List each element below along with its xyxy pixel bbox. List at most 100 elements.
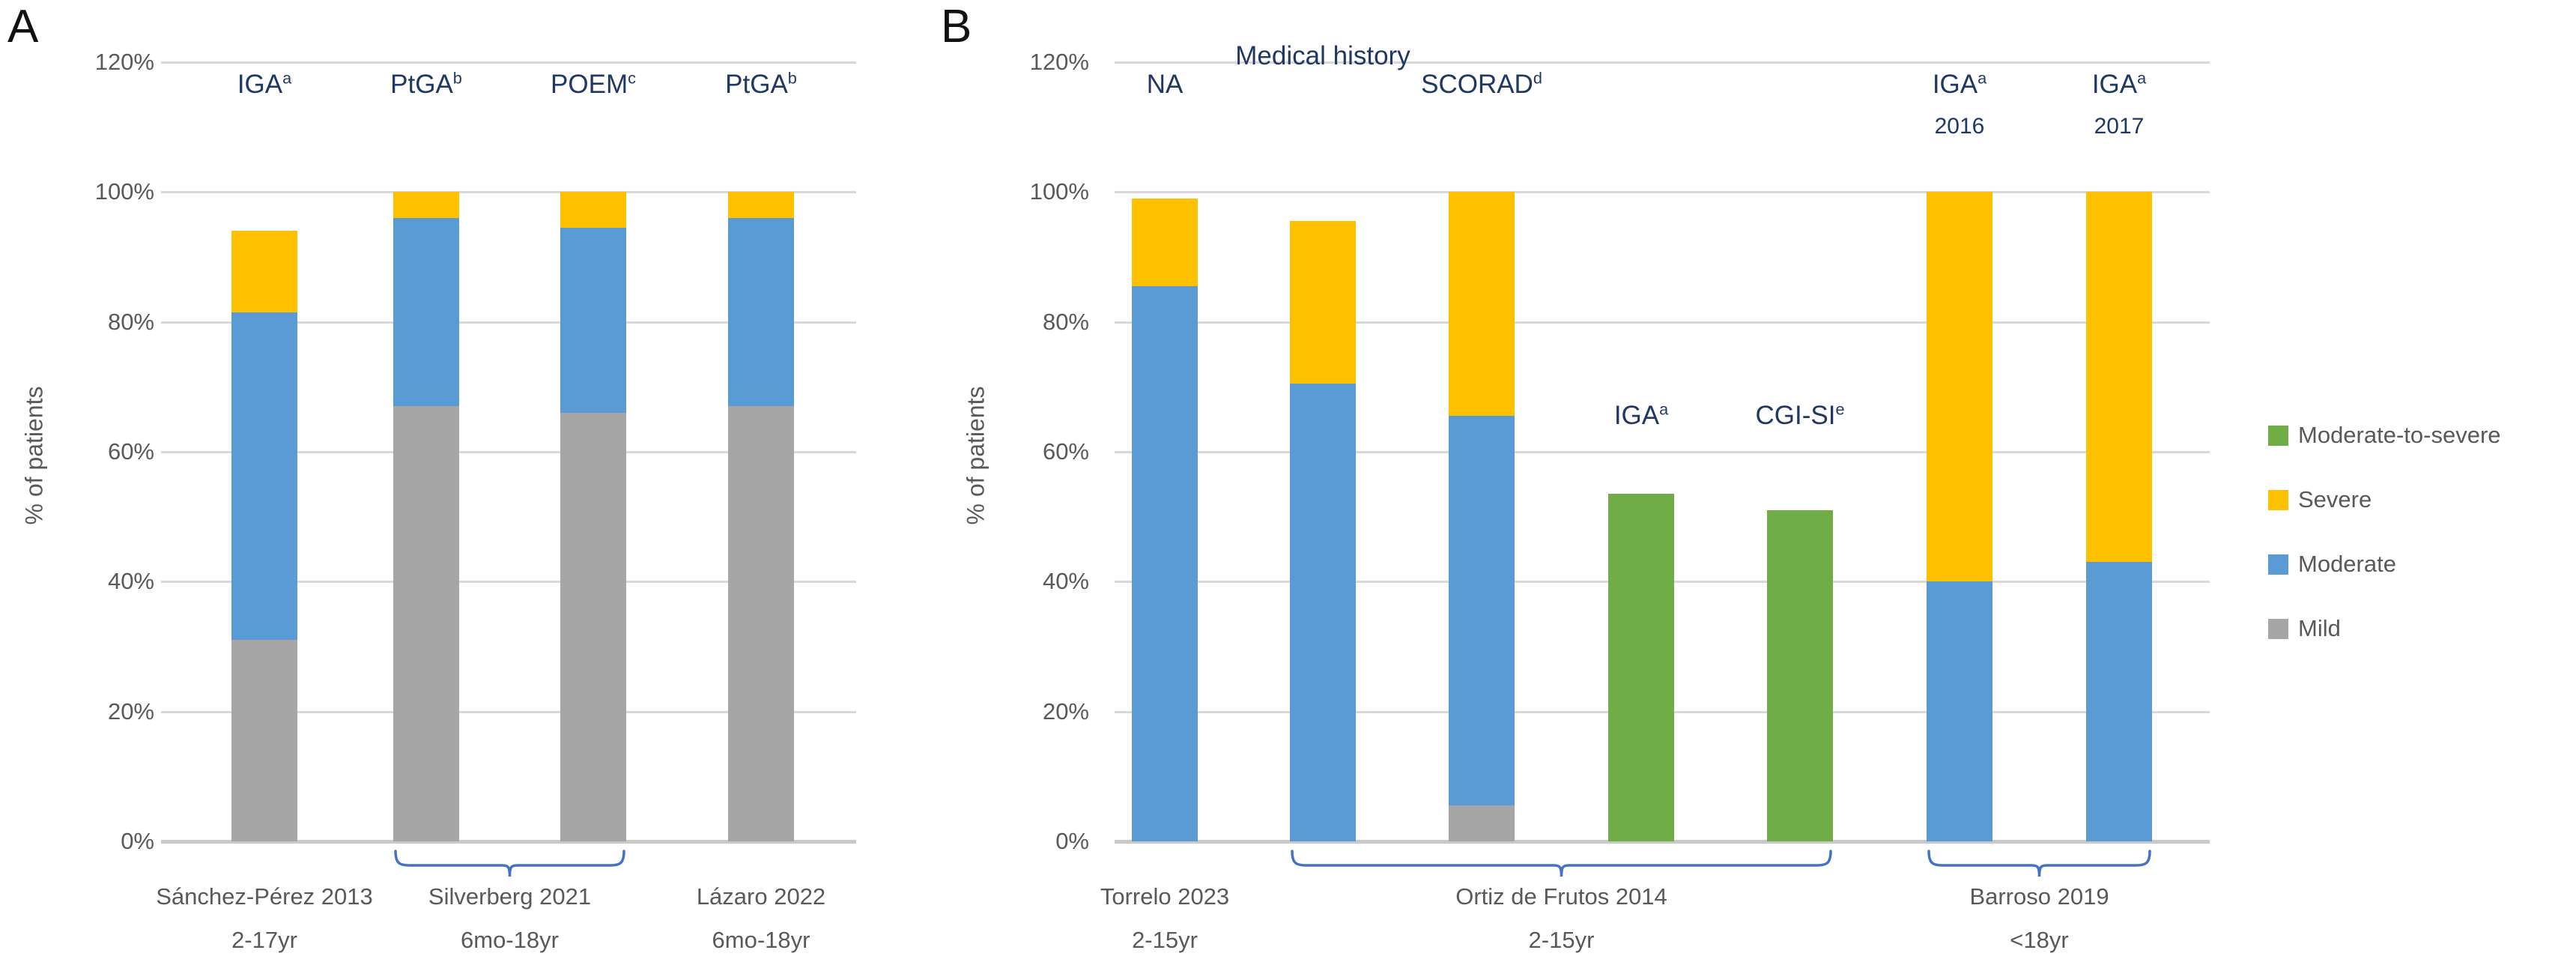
group-brace <box>1290 847 1833 885</box>
legend-label: Moderate <box>2298 551 2396 577</box>
bar-segment-severe <box>560 192 626 228</box>
gridline <box>161 581 856 584</box>
y-tick-label: 20% <box>107 698 154 724</box>
bar-segment-moderate <box>728 218 794 407</box>
x-axis-group-label: Sánchez-Pérez 2013 2-17yr <box>156 875 373 962</box>
study-name: Torrelo 2023 <box>1100 883 1230 910</box>
panel-b-letter: B <box>941 1 972 52</box>
measure-label: IGAa <box>237 68 292 99</box>
y-tick-label: 0% <box>1055 828 1089 854</box>
age-range: 2-15yr <box>1132 927 1198 953</box>
age-range: 2-15yr <box>1528 927 1595 953</box>
y-tick-label: 100% <box>1029 178 1089 205</box>
gridline <box>1115 321 2210 324</box>
study-name: Sánchez-Pérez 2013 <box>156 883 373 910</box>
measure-label-year: 2016 <box>1934 113 1985 139</box>
bar-segment-severe <box>393 192 459 218</box>
legend-swatch-severe <box>2268 489 2288 510</box>
bar-segment-moderate-to-severe <box>1767 510 1833 841</box>
study-name: Ortiz de Frutos 2014 <box>1455 883 1667 910</box>
group-brace <box>393 847 626 885</box>
measure-label: PtGAb <box>725 68 797 99</box>
y-tick-label: 120% <box>1029 49 1089 75</box>
y-tick-label: 60% <box>107 438 154 465</box>
y-tick-label: 20% <box>1042 698 1089 724</box>
gridline <box>1115 451 2210 453</box>
legend-item: Severe <box>2268 486 2372 513</box>
gridline <box>161 191 856 194</box>
x-axis-group-label: Ortiz de Frutos 2014 2-15yr <box>1455 875 1667 962</box>
bar-segment-mild <box>1449 805 1515 841</box>
panel-a-letter: A <box>7 1 39 52</box>
y-tick-label: 120% <box>94 49 154 75</box>
x-axis-group-label: Torrelo 2023 2-15yr <box>1100 875 1229 962</box>
legend-swatch-mild <box>2268 618 2288 639</box>
legend-swatch-moderate <box>2268 554 2288 575</box>
gridline <box>161 710 856 713</box>
legend-item: Moderate <box>2268 551 2396 578</box>
group-brace <box>1927 847 2152 885</box>
legend-item: Moderate-to-severe <box>2268 422 2501 449</box>
bar-segment-moderate <box>1927 581 1992 841</box>
bar-segment-mild <box>560 413 626 841</box>
bar-segment-mild <box>728 406 794 841</box>
bar-segment-severe <box>231 231 297 312</box>
x-axis-group-label: Silverberg 2021 6mo-18yr <box>428 875 591 962</box>
measure-label-year: 2017 <box>2094 113 2145 139</box>
x-axis-group-label: Lázaro 2022 6mo-18yr <box>697 875 825 962</box>
bar-segment-moderate <box>2086 562 2152 841</box>
bar-segment-severe <box>2086 192 2152 563</box>
bar-segment-moderate <box>1449 416 1515 806</box>
bar-segment-moderate <box>231 312 297 641</box>
study-name: Silverberg 2021 <box>428 883 592 910</box>
study-name: Barroso 2019 <box>1969 883 2109 910</box>
bar-segment-moderate <box>1290 384 1356 841</box>
gridline <box>161 451 856 453</box>
y-tick-label: 100% <box>94 178 154 205</box>
bar-segment-moderate <box>393 218 459 407</box>
bar-segment-severe <box>1132 199 1198 286</box>
legend-label: Mild <box>2298 615 2341 641</box>
y-tick-label: 60% <box>1042 438 1089 465</box>
y-tick-label: 80% <box>107 308 154 335</box>
measure-label: Medical history <box>1235 41 1410 70</box>
age-range: <18yr <box>2010 927 2069 953</box>
y-tick-label: 40% <box>107 568 154 595</box>
bar-segment-severe <box>1927 192 1992 582</box>
bar-segment-mild <box>231 640 297 841</box>
y-tick-label: 0% <box>121 828 154 854</box>
measure-label: IGAa 2017 <box>2091 68 2147 139</box>
gridline <box>161 321 856 324</box>
study-name: Lázaro 2022 <box>696 883 826 910</box>
gridline <box>1115 191 2210 194</box>
measure-label: POEMc <box>551 68 636 99</box>
bar-segment-severe <box>1449 192 1515 417</box>
x-axis-line <box>161 840 856 844</box>
measure-label: IGAa 2016 <box>1932 68 1987 139</box>
bar-segment-severe <box>728 192 794 218</box>
age-range: 6mo-18yr <box>712 927 810 953</box>
legend-swatch-moderate-to-severe <box>2268 425 2288 446</box>
bar-segment-moderate <box>1132 286 1198 841</box>
bar-segment-moderate <box>560 228 626 413</box>
measure-label: NA <box>1146 70 1184 99</box>
y-tick-label: 80% <box>1042 308 1089 335</box>
gridline <box>161 61 856 64</box>
age-range: 6mo-18yr <box>461 927 559 953</box>
bar-segment-mild <box>393 406 459 841</box>
measure-label: IGAa <box>1613 399 1669 430</box>
age-range: 2-17yr <box>231 927 297 953</box>
x-axis-line <box>1115 840 2210 844</box>
gridline <box>1115 61 2210 64</box>
bar-segment-severe <box>1290 221 1356 384</box>
x-axis-group-label: Barroso 2019 <18yr <box>1969 875 2109 962</box>
y-tick-label: 40% <box>1042 568 1089 595</box>
bar-segment-moderate-to-severe <box>1608 494 1674 841</box>
measure-label: PtGAb <box>390 68 462 99</box>
legend-label: Moderate-to-severe <box>2298 422 2501 448</box>
measure-label: CGI-SIe <box>1755 399 1845 430</box>
measure-label: SCORADd <box>1421 68 1542 99</box>
legend-label: Severe <box>2298 486 2372 512</box>
legend-item: Mild <box>2268 615 2341 642</box>
